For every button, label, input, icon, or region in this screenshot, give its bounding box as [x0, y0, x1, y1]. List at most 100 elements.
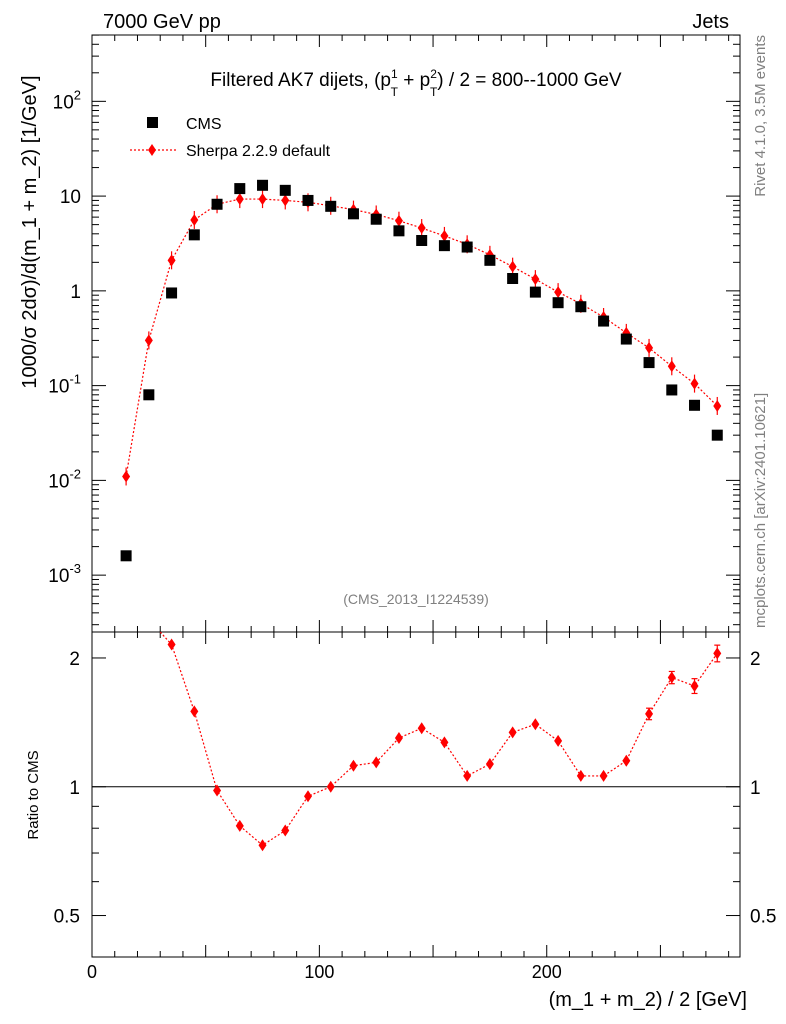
ratio-point — [281, 824, 290, 837]
header-process: Jets — [692, 11, 729, 33]
ratio-point — [463, 769, 472, 782]
sherpa-point — [190, 213, 199, 226]
cms-point — [461, 241, 473, 253]
ratio-y-axis-label: Ratio to CMS — [25, 750, 42, 839]
sherpa-point — [258, 193, 267, 206]
ratio-point — [713, 647, 722, 660]
ratio-point — [372, 756, 381, 769]
mcplots-label: mcplots.cern.ch [arXiv:2401.10621] — [752, 393, 769, 628]
y-tick-label: 10-3 — [48, 561, 81, 587]
cms-point — [166, 287, 178, 299]
cms-point — [620, 333, 632, 345]
ratio-point — [326, 780, 335, 793]
rivet-label: Rivet 4.1.0, 3.5M events — [752, 35, 769, 197]
ratio-point — [394, 732, 403, 745]
ratio-tick-label: 0.5 — [54, 907, 80, 928]
ratio-point — [667, 671, 676, 684]
cms-point — [234, 183, 246, 195]
sherpa-point — [235, 193, 244, 206]
ratio-tick-label: 2 — [69, 649, 80, 670]
header-energy: 7000 GeV pp — [103, 11, 221, 33]
ratio-point — [235, 819, 244, 832]
x-tick-label: 0 — [87, 962, 97, 982]
ratio-point — [440, 736, 449, 749]
cms-point — [711, 429, 723, 441]
sherpa-point — [645, 341, 654, 354]
ratio-point — [213, 784, 222, 797]
ratio-point — [167, 638, 176, 651]
cms-point — [302, 194, 314, 206]
cms-point — [438, 240, 450, 252]
analysis-id: (CMS_2013_I1224539) — [343, 591, 489, 607]
sherpa-point — [417, 222, 426, 235]
cms-point — [529, 286, 541, 298]
ratio-tick-label: 0.5 — [750, 907, 776, 928]
ratio-point — [645, 707, 654, 720]
chart-title: Filtered AK7 dijets, (p1 T + p2 T) / 2 = 8… — [210, 67, 622, 99]
sherpa-point — [167, 254, 176, 267]
y-tick-label: 102 — [53, 87, 81, 113]
title-mid: + p — [398, 70, 430, 91]
legend-cms-label: CMS — [186, 116, 222, 133]
tick-marks — [91, 34, 740, 957]
cms-point — [393, 225, 405, 237]
cms-point — [507, 273, 519, 285]
ratio-point — [485, 758, 494, 771]
ratio-point — [599, 769, 608, 782]
sherpa-point — [508, 260, 517, 273]
cms-point — [416, 234, 428, 246]
cms-point — [257, 179, 269, 191]
sherpa-point — [531, 273, 540, 286]
tick-labels: 0 100 200 10-3 10-2 10-1 1 10 102 0.5 0.5 1 1 2 2 — [48, 87, 776, 982]
cms-point — [575, 301, 587, 313]
cms-point — [666, 384, 678, 396]
cms-point — [120, 550, 132, 562]
sherpa-point — [554, 286, 563, 299]
x-tick-label: 100 — [304, 962, 334, 982]
title-post: ) / 2 = 800--1000 GeV — [437, 70, 622, 91]
cms-point — [279, 184, 291, 196]
ratio-point — [349, 759, 358, 772]
ratio-tick-label: 1 — [750, 778, 761, 799]
cms-series — [120, 179, 723, 562]
ratio-point — [508, 726, 517, 739]
cms-point — [370, 213, 382, 225]
ratio-series — [159, 631, 722, 852]
ratio-point — [576, 769, 585, 782]
ratio-tick-label: 2 — [750, 649, 761, 670]
cms-point — [552, 297, 564, 309]
cms-point — [188, 229, 200, 241]
title-sub1: T — [391, 85, 399, 99]
cms-point — [143, 389, 155, 401]
cms-point — [325, 200, 337, 212]
cms-point — [347, 208, 359, 220]
legend-cms-marker — [147, 117, 158, 128]
sherpa-point — [144, 334, 153, 347]
x-tick-label: 200 — [532, 962, 562, 982]
sherpa-point — [440, 229, 449, 242]
y-tick-label: 10 — [60, 187, 81, 208]
y-tick-label: 10-1 — [48, 372, 81, 398]
cms-point — [484, 254, 496, 266]
title-sub2: T — [430, 85, 438, 99]
ratio-point — [622, 754, 631, 767]
ratio-line — [159, 631, 718, 846]
sherpa-point — [667, 360, 676, 373]
y-axis-label: 1000/σ 2dσ)/d(m_1 + m_2) [1/GeV] — [19, 75, 41, 388]
title-pre: Filtered AK7 dijets, (p — [210, 70, 391, 91]
sherpa-point — [122, 470, 131, 483]
sherpa-line — [125, 198, 718, 477]
cms-point — [689, 399, 701, 411]
title-sup2: 2 — [430, 67, 437, 81]
title-sup1: 1 — [391, 67, 398, 81]
sherpa-point — [394, 214, 403, 227]
ratio-point — [417, 722, 426, 735]
ratio-point — [531, 718, 540, 731]
ratio-point — [304, 790, 312, 803]
sherpa-point — [281, 194, 290, 207]
legend-sherpa-label: Sherpa 2.2.9 default — [186, 143, 331, 160]
legend-sherpa-marker — [148, 144, 156, 156]
ratio-point — [190, 705, 199, 718]
y-tick-label: 10-2 — [48, 466, 81, 492]
